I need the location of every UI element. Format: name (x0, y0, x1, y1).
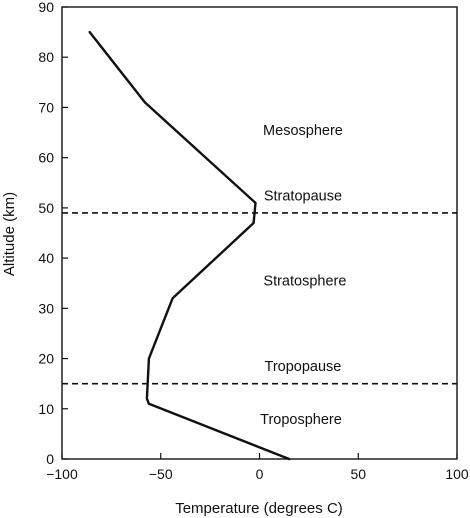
y-tick-label: 40 (38, 250, 54, 266)
y-tick-label: 60 (38, 150, 54, 166)
y-tick-label: 80 (38, 49, 54, 65)
plot-frame (61, 6, 458, 460)
y-tick-label: 50 (38, 200, 54, 216)
y-axis-label: Altitude (km) (1, 192, 18, 276)
y-tick-label: 20 (38, 351, 54, 367)
region-label-tropopause: Tropopause (265, 359, 342, 375)
y-tick-label: 0 (46, 451, 54, 467)
y-tick-label: 70 (38, 99, 54, 115)
x-tick-label: −50 (149, 466, 173, 482)
x-tick-label: 50 (350, 466, 366, 482)
region-label-stratopause: Stratopause (264, 188, 342, 204)
x-tick-label: 0 (256, 466, 264, 482)
y-tick-label: 10 (38, 401, 54, 417)
y-tick-label: 90 (38, 0, 54, 15)
temperature-profile-line (88, 30, 291, 461)
x-tick-label: −100 (46, 466, 78, 482)
y-tick-label: 30 (38, 300, 54, 316)
region-label-mesosphere: Mesosphere (263, 123, 343, 139)
region-label-stratosphere: Stratosphere (263, 274, 346, 290)
plot-area: −100 −50 0 50 100 0 10 20 30 40 50 60 70 80 90 Mesosphe… (38, 0, 468, 482)
region-label-troposphere: Troposphere (260, 412, 342, 428)
x-axis-label: Temperature (degrees C) (175, 500, 343, 517)
x-tick-label: 100 (445, 466, 469, 482)
